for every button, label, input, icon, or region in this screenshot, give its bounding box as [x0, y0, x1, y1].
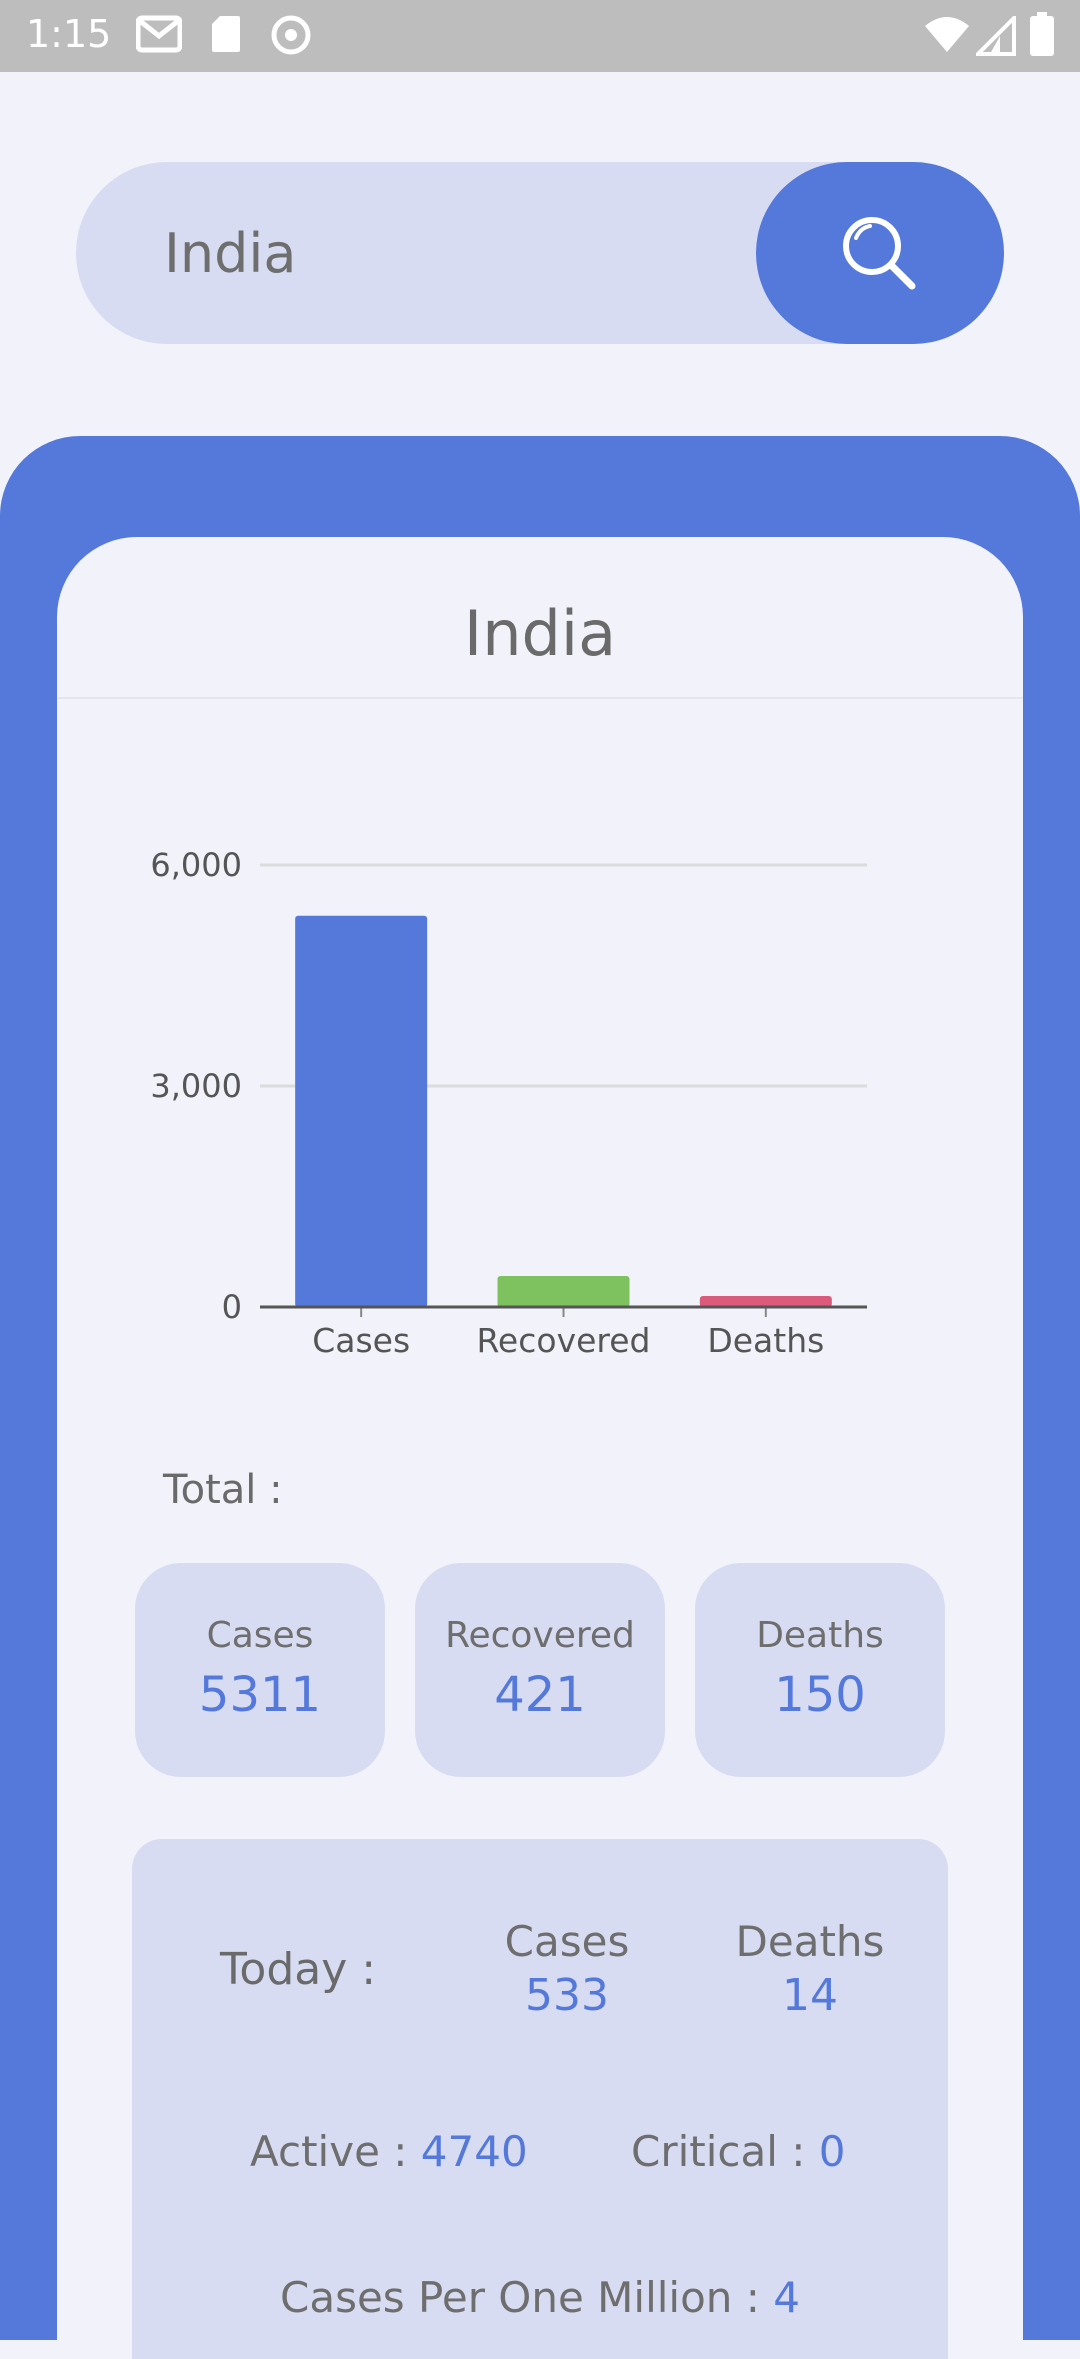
bar-deaths: [699, 1295, 832, 1307]
search-bar: [76, 162, 1004, 344]
total-recovered-value: 421: [494, 1667, 586, 1723]
active-value: 4740: [420, 2127, 528, 2176]
active-label: Active :: [250, 2127, 421, 2176]
search-input[interactable]: [164, 210, 724, 296]
today-panel: Today : Cases 533 Deaths 14 Active : 474…: [132, 1839, 948, 2359]
sd-card-icon: [212, 16, 240, 52]
total-deaths-value: 150: [774, 1667, 866, 1723]
today-deaths: Deaths 14: [710, 1917, 910, 2021]
per-million-label: Cases Per One Million :: [280, 2273, 774, 2322]
gmail-icon: [136, 15, 182, 53]
per-million-value: 4: [773, 2273, 800, 2322]
wifi-icon: [925, 17, 969, 52]
x-tick-label: Recovered: [476, 1321, 650, 1357]
today-deaths-label: Deaths: [735, 1917, 885, 1966]
search-button[interactable]: [756, 162, 1004, 344]
y-tick-label: 0: [222, 1288, 242, 1326]
bar-chart: 6,000 3,000 0 Cases Recovered Deaths: [150, 846, 867, 1357]
total-cases-tile: Cases 5311: [135, 1563, 385, 1777]
per-million-stat: Cases Per One Million : 4: [132, 2273, 948, 2322]
total-cases-value: 5311: [198, 1667, 322, 1723]
critical-stat: Critical : 0: [631, 2127, 845, 2176]
card-divider: [57, 697, 1023, 699]
country-card: India 6,000 3,000 0 Cases Recovered Deaths To…: [57, 537, 1023, 2359]
status-time: 1:15: [26, 12, 112, 56]
x-tick-label: Deaths: [707, 1321, 824, 1357]
total-recovered-tile: Recovered 421: [415, 1563, 665, 1777]
cell-signal-icon: [976, 16, 1016, 56]
bar-recovered: [497, 1275, 630, 1307]
y-tick-label: 3,000: [150, 1067, 242, 1105]
y-tick-label: 6,000: [150, 846, 242, 884]
today-deaths-value: 14: [782, 1970, 838, 2021]
today-label: Today :: [220, 1944, 377, 1995]
bar-cases: [295, 915, 428, 1307]
today-cases-value: 533: [525, 1970, 609, 2021]
x-tick-label: Cases: [312, 1321, 410, 1357]
active-stat: Active : 4740: [250, 2127, 528, 2176]
critical-value: 0: [818, 2127, 846, 2176]
search-icon: [843, 217, 916, 290]
country-title: India: [463, 597, 617, 670]
today-cases-label: Cases: [504, 1917, 630, 1966]
sync-icon: [271, 15, 311, 55]
total-cases-label: Cases: [206, 1615, 314, 1656]
total-label: Total :: [163, 1467, 283, 1513]
total-recovered-label: Recovered: [445, 1615, 635, 1656]
total-deaths-label: Deaths: [756, 1615, 884, 1656]
battery-icon: [1030, 12, 1054, 56]
today-cases: Cases 533: [467, 1917, 667, 2021]
total-deaths-tile: Deaths 150: [695, 1563, 945, 1777]
status-bar: 1:15: [0, 0, 1080, 72]
critical-label: Critical :: [631, 2127, 819, 2176]
